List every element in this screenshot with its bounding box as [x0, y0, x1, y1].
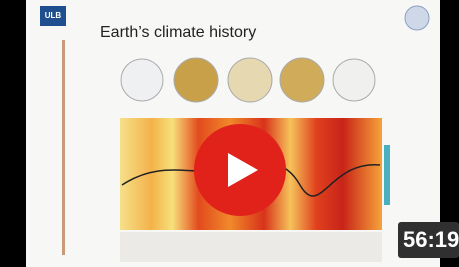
emblem	[405, 6, 429, 30]
globe	[121, 59, 163, 101]
video-thumbnail[interactable]: ULB Earth’s climate history 56:19	[0, 0, 459, 267]
color-scale	[384, 145, 390, 205]
chart-axis	[120, 232, 382, 262]
globe	[333, 59, 375, 101]
page: {"slide": {"logo": "ULB", "title": "Eart…	[0, 0, 459, 267]
globe	[280, 58, 324, 102]
globe	[228, 58, 272, 102]
slide-stripe	[62, 40, 65, 255]
play-button[interactable]	[194, 124, 286, 216]
slide-title: Earth’s climate history	[100, 24, 256, 41]
logo: ULB	[45, 11, 62, 20]
duration: 56:19	[403, 227, 459, 252]
globe	[174, 58, 218, 102]
